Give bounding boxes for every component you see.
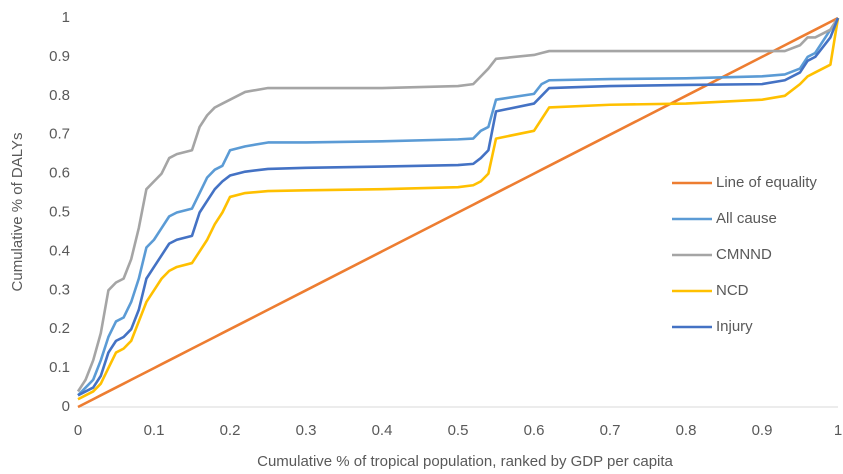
y-tick-label: 0.2 — [49, 320, 70, 337]
x-tick-label: 0.6 — [524, 422, 545, 439]
x-tick-label: 0.8 — [676, 422, 697, 439]
y-tick-label: 0.8 — [49, 87, 70, 104]
x-axis-label: Cumulative % of tropical population, ran… — [257, 453, 673, 470]
series-line — [77, 17, 840, 397]
x-tick-label: 0 — [74, 422, 82, 439]
legend-label: NCD — [716, 282, 749, 299]
series-line — [77, 16, 839, 409]
legend-label: All cause — [716, 210, 777, 227]
x-tick-label: 0.4 — [372, 422, 393, 439]
series-line — [77, 17, 840, 397]
x-tick-label: 0.7 — [600, 422, 621, 439]
y-tick-label: 0.5 — [49, 203, 70, 220]
y-axis-label: Cumulative % of DALYs — [9, 133, 26, 292]
y-tick-label: 0.1 — [49, 359, 70, 376]
legend-label: Injury — [716, 318, 753, 335]
y-tick-label: 0.4 — [49, 242, 70, 259]
y-tick-label: 0.3 — [49, 281, 70, 298]
x-tick-label: 0.2 — [220, 422, 241, 439]
series-line — [76, 17, 840, 393]
y-tick-label: 0 — [62, 398, 70, 415]
series-line — [77, 17, 840, 401]
x-tick-label: 0.3 — [296, 422, 317, 439]
y-tick-label: 1 — [62, 9, 70, 26]
y-tick-label: 0.6 — [49, 165, 70, 182]
x-tick-label: 0.1 — [144, 422, 165, 439]
y-tick-label: 0.7 — [49, 126, 70, 143]
x-tick-label: 0.9 — [752, 422, 773, 439]
legend-label: CMNND — [716, 246, 772, 263]
y-tick-label: 0.9 — [49, 48, 70, 65]
x-tick-label: 1 — [834, 422, 842, 439]
x-tick-label: 0.5 — [448, 422, 469, 439]
legend-label: Line of equality — [716, 174, 817, 191]
